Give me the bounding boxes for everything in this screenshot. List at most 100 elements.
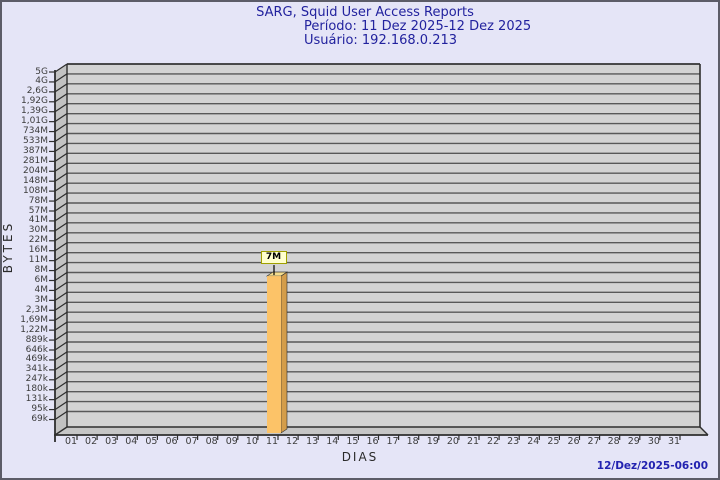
y-axis-label: 387M [23, 145, 48, 156]
y-axis-label: 1,69M [20, 314, 48, 325]
wall-diagonal [54, 281, 68, 291]
x-axis-label: 04 [125, 436, 138, 447]
y-axis-label: 180k [25, 384, 48, 395]
y-axis-label: 247k [25, 374, 48, 385]
wall-diagonal [54, 172, 68, 182]
wall-diagonal [54, 401, 68, 411]
x-axis-label: 18 [406, 436, 419, 447]
y-axis-label: 78M [28, 195, 48, 206]
wall-diagonal [54, 133, 68, 142]
x-axis-label: 11 [265, 436, 279, 447]
wall-diagonal [54, 351, 68, 361]
x-axis-label: 07 [185, 436, 198, 447]
wall-diagonal [54, 331, 68, 341]
wall-diagonal [54, 381, 68, 391]
chart-user: Usuário: 192.168.0.213 [304, 33, 458, 48]
chart-title: SARG, Squid User Access Reports [256, 5, 474, 20]
x-axis-label: 12 [286, 436, 299, 447]
wall-diagonal [54, 341, 68, 351]
x-axis-label: 13 [306, 436, 319, 447]
y-axis-label: 341k [25, 364, 48, 375]
wall-diagonal [54, 162, 68, 172]
wall-diagonal [54, 391, 68, 401]
y-axis-label: 646k [25, 344, 48, 355]
wall-diagonal [54, 371, 68, 381]
y-axis-label: 4M [34, 284, 49, 295]
wall-diagonal [54, 272, 68, 281]
wall-diagonal [54, 182, 68, 192]
wall-diagonal [54, 252, 68, 262]
y-axis-label: 281M [23, 155, 48, 166]
x-axis-label: 30 [647, 436, 660, 447]
wall-diagonal [54, 202, 68, 212]
y-axis-label: 1,01G [20, 116, 48, 127]
wall-diagonal [54, 212, 68, 222]
y-axis-label: 204M [23, 165, 48, 176]
wall-diagonal [54, 361, 68, 371]
y-axis-label: 1,92G [20, 96, 48, 107]
x-axis-label: 29 [627, 436, 640, 447]
report-timestamp: 12/Dez/2025-06:00 [596, 460, 708, 472]
wall-diagonal [54, 63, 68, 73]
y-axis-label: 16M [28, 245, 48, 256]
y-axis-label: 1,22M [20, 324, 48, 335]
wall-diagonal [54, 152, 68, 162]
x-axis-label: 23 [507, 436, 520, 447]
x-axis-label: 28 [607, 436, 620, 447]
x-axis-label: 08 [205, 436, 218, 447]
x-axis-label: 02 [85, 436, 98, 447]
x-axis-label: 22 [487, 436, 500, 447]
wall-diagonal [54, 242, 68, 252]
wall-diagonal [54, 93, 68, 103]
x-axis-label: 09 [225, 436, 238, 447]
wall-diagonal [54, 142, 68, 152]
wall-diagonal [54, 103, 68, 113]
y-axis-label: 69k [31, 414, 48, 424]
x-axis-label: 15 [346, 436, 359, 447]
y-axis-label: 889k [25, 334, 48, 345]
bar-side-face [280, 271, 288, 434]
y-axis-label: 108M [23, 185, 48, 196]
y-axis-label: 8M [34, 265, 49, 276]
wall-diagonal [54, 262, 68, 272]
wall-diagonal [54, 301, 68, 311]
x-axis-label: 20 [446, 436, 459, 447]
bar-front-face [267, 276, 281, 433]
wall-diagonal [54, 291, 68, 301]
x-axis-label: 01 [64, 436, 78, 447]
y-axis-label: 41M [28, 215, 48, 226]
y-axis-label: 2,3M [25, 304, 48, 315]
x-axis-label: 26 [567, 436, 580, 447]
y-axis-label: 5G [35, 66, 48, 77]
y-axis-label: 131k [25, 394, 48, 405]
y-axis-title: BYTES [1, 220, 15, 274]
bar-value-label: 7M [260, 251, 287, 265]
x-axis-label: 25 [547, 436, 560, 447]
x-axis-label: 24 [527, 436, 540, 447]
x-axis-label: 31 [667, 436, 681, 447]
plot-background [67, 64, 700, 427]
y-axis-label: 95k [31, 404, 48, 415]
wall-diagonal [54, 222, 68, 232]
y-axis-label: 148M [23, 175, 48, 186]
x-axis-label: 17 [386, 436, 399, 447]
wall-diagonal [54, 411, 68, 420]
wall-diagonal [54, 192, 68, 202]
x-axis-label: 16 [366, 436, 379, 447]
y-axis-label: 1,39G [20, 106, 48, 117]
y-axis-label: 533M [23, 136, 48, 146]
x-axis-title: DIAS [341, 450, 379, 464]
y-axis-label: 734M [23, 126, 48, 137]
x-axis-label: 10 [245, 436, 258, 447]
wall-diagonal [54, 321, 68, 331]
x-axis-label: 06 [165, 436, 178, 447]
x-axis-label: 19 [426, 436, 439, 447]
wall-diagonal [54, 311, 68, 321]
floor-3d [55, 427, 708, 435]
wall-diagonal [54, 83, 68, 93]
wall-diagonal [54, 232, 68, 242]
y-axis-label: 57M [28, 205, 48, 216]
wall-diagonal [54, 123, 68, 133]
